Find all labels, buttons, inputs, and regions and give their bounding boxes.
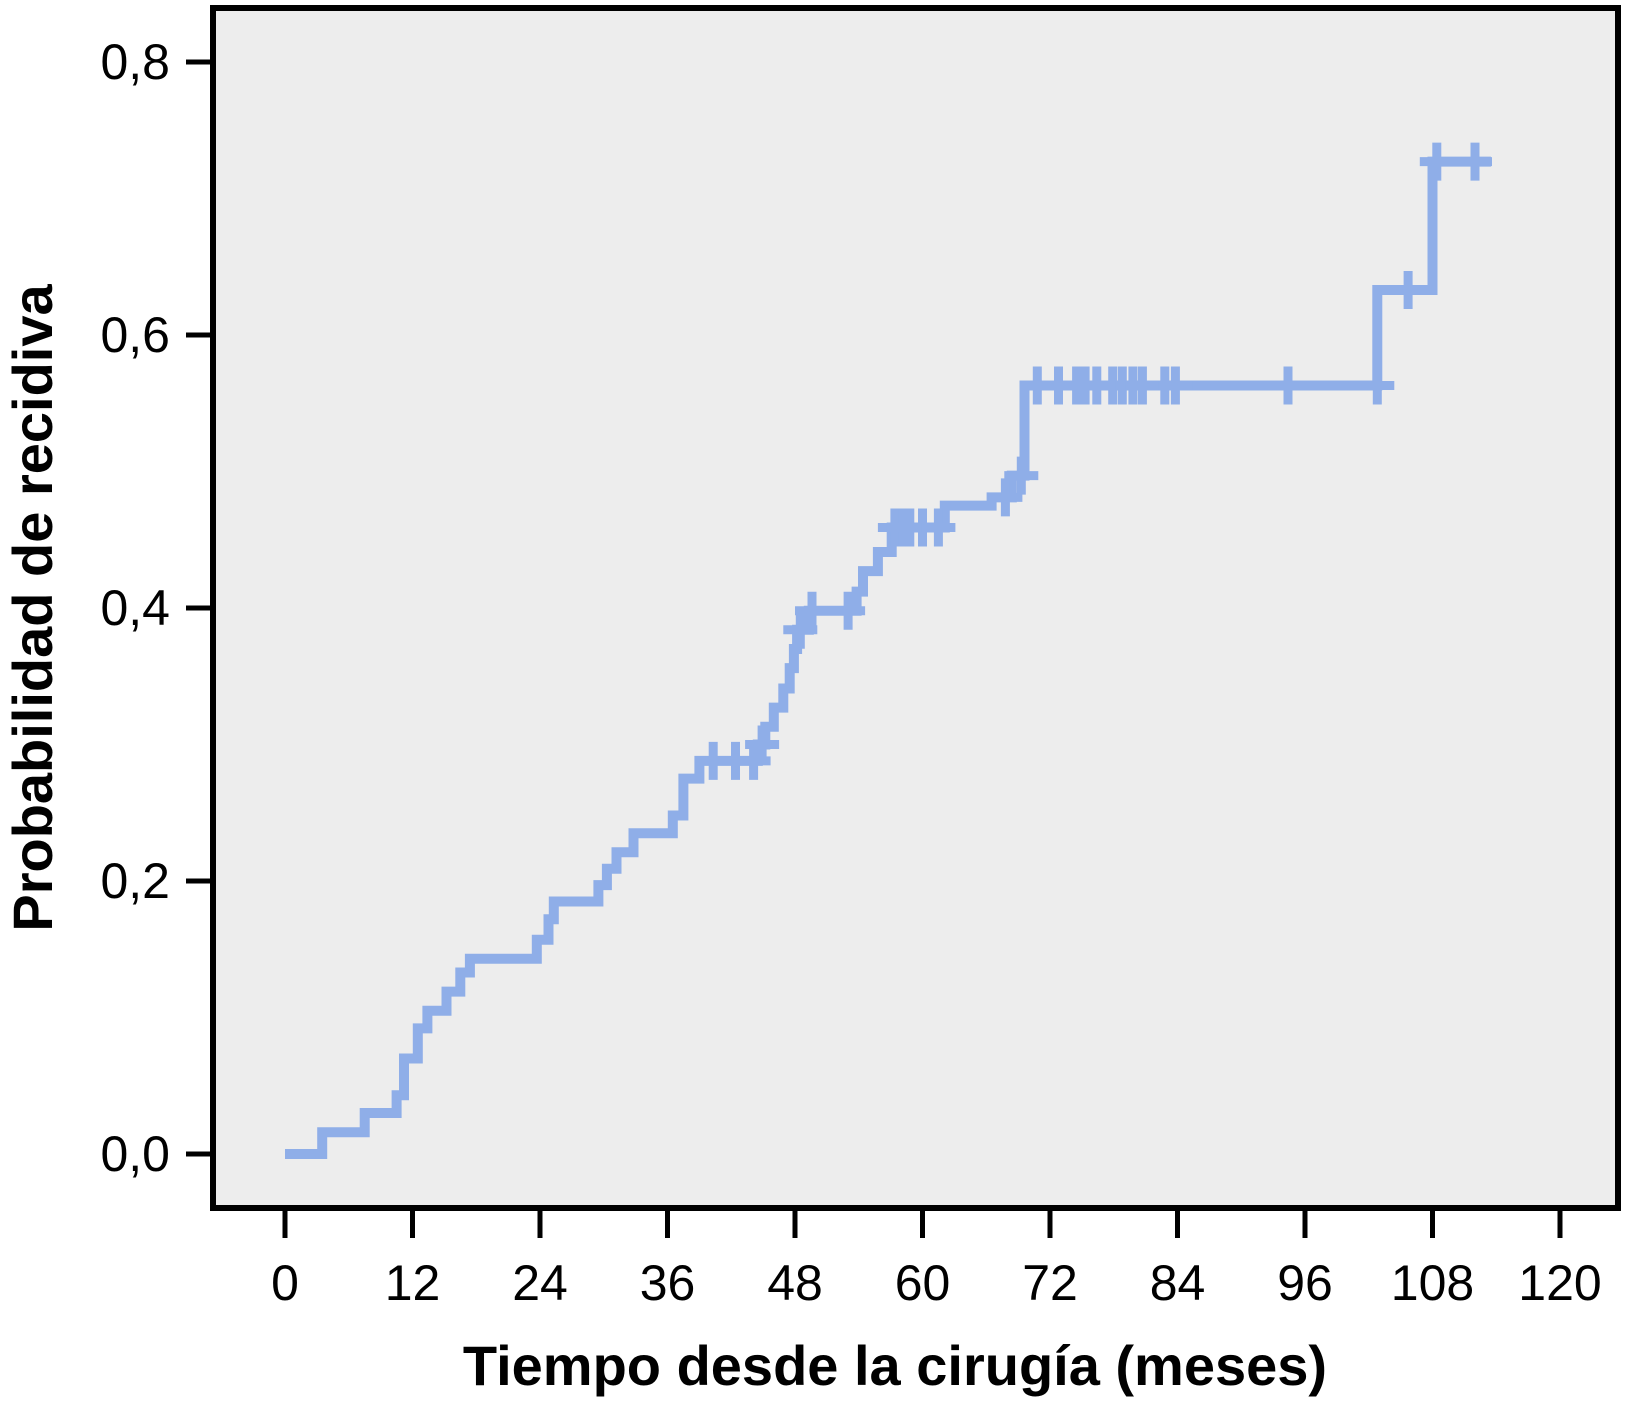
x-tick-label: 84 [1150, 1255, 1206, 1311]
x-tick-label: 0 [271, 1255, 299, 1311]
y-tick-label: 0,8 [100, 34, 170, 90]
x-axis-title: Tiempo desde la cirugía (meses) [463, 1334, 1327, 1397]
y-tick-label: 0,2 [100, 853, 170, 909]
chart-layer: 0,0 0,2 0,4 0,6 0,8 0 12 24 36 48 60 72 84 96 108 120 [100, 34, 1601, 1311]
x-tick-label: 96 [1277, 1255, 1333, 1311]
x-tick-label: 48 [767, 1255, 823, 1311]
y-axis-title: Probabilidad de recidiva [1, 283, 64, 931]
x-tick-label: 108 [1391, 1255, 1474, 1311]
y-tick-label: 0,4 [100, 580, 170, 636]
y-tick-label: 0,6 [100, 307, 170, 363]
x-tick-label: 60 [895, 1255, 951, 1311]
x-tick-label: 12 [385, 1255, 441, 1311]
x-tick-label: 72 [1022, 1255, 1078, 1311]
x-tick-label: 24 [512, 1255, 568, 1311]
x-tick-label: 36 [640, 1255, 696, 1311]
x-tick-label: 120 [1518, 1255, 1601, 1311]
y-tick-label: 0,0 [100, 1126, 170, 1182]
